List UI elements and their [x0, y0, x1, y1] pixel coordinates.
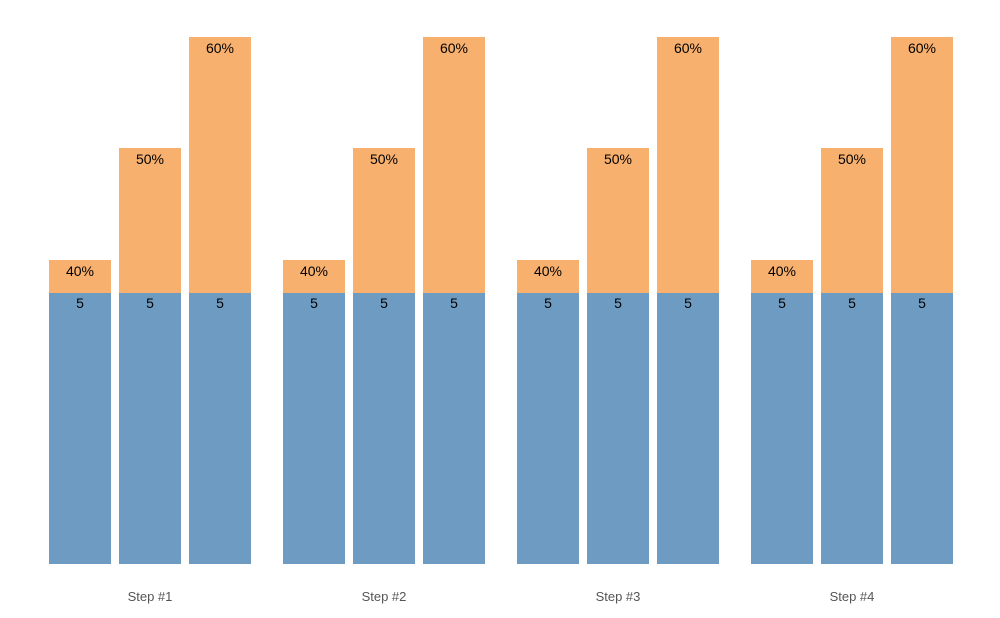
bar-segment-base: 5	[751, 293, 813, 564]
stacked-bar: 40% 5	[49, 260, 111, 564]
bar-segment-top: 60%	[657, 37, 719, 293]
step-label: Step #3	[595, 589, 641, 604]
stacked-bar: 50% 5	[587, 148, 649, 564]
base-segment-label: 5	[450, 295, 458, 311]
top-segment-label: 40%	[299, 263, 329, 279]
stacked-bar: 60% 5	[891, 37, 953, 564]
bar-segment-top: 60%	[189, 37, 251, 293]
base-segment-label: 5	[380, 295, 388, 311]
top-segment-label: 60%	[205, 40, 235, 56]
bar-segment-top: 50%	[821, 148, 883, 293]
step-label: Step #4	[829, 589, 875, 604]
bar-segment-base: 5	[283, 293, 345, 564]
bar-segment-base: 5	[189, 293, 251, 564]
step-label: Step #2	[361, 589, 407, 604]
bar-segment-top: 40%	[751, 260, 813, 293]
top-segment-label: 40%	[533, 263, 563, 279]
top-segment-label: 50%	[135, 151, 165, 167]
bar-segment-base: 5	[119, 293, 181, 564]
bar-segment-top: 60%	[423, 37, 485, 293]
stacked-bar: 60% 5	[657, 37, 719, 564]
bar-segment-base: 5	[821, 293, 883, 564]
bar-segment-base: 5	[49, 293, 111, 564]
bar-group: 40% 5 50% 5 60% 5	[283, 37, 485, 564]
stacked-bar: 50% 5	[119, 148, 181, 564]
base-segment-label: 5	[76, 295, 84, 311]
base-segment-label: 5	[778, 295, 786, 311]
bar-segment-top: 40%	[49, 260, 111, 293]
base-segment-label: 5	[918, 295, 926, 311]
bar-group: 40% 5 50% 5 60% 5	[751, 37, 953, 564]
base-segment-label: 5	[684, 295, 692, 311]
step-label: Step #1	[127, 589, 173, 604]
base-segment-label: 5	[848, 295, 856, 311]
bar-segment-top: 40%	[283, 260, 345, 293]
top-segment-label: 50%	[837, 151, 867, 167]
stacked-bar: 40% 5	[517, 260, 579, 564]
stacked-bar: 40% 5	[751, 260, 813, 564]
bar-segment-base: 5	[353, 293, 415, 564]
bar-segment-top: 50%	[353, 148, 415, 293]
top-segment-label: 50%	[369, 151, 399, 167]
category-axis-labels: Step #1 Step #2 Step #3 Step #4	[49, 589, 953, 604]
bar-segment-top: 50%	[587, 148, 649, 293]
top-segment-label: 40%	[767, 263, 797, 279]
stacked-bar: 60% 5	[423, 37, 485, 564]
top-segment-label: 60%	[907, 40, 937, 56]
bar-group: 40% 5 50% 5 60% 5	[517, 37, 719, 564]
bar-segment-base: 5	[891, 293, 953, 564]
stacked-bar: 50% 5	[353, 148, 415, 564]
bar-segment-top: 40%	[517, 260, 579, 293]
bar-segment-base: 5	[587, 293, 649, 564]
bar-segment-top: 60%	[891, 37, 953, 293]
base-segment-label: 5	[310, 295, 318, 311]
stacked-bar: 60% 5	[189, 37, 251, 564]
bar-segment-top: 50%	[119, 148, 181, 293]
stacked-bar: 40% 5	[283, 260, 345, 564]
bar-chart-plot-area: 40% 5 50% 5 60% 5 40% 5 50% 5 60% 5 40% 5 50% 5 60% 5 40% 5…	[49, 37, 953, 564]
top-segment-label: 50%	[603, 151, 633, 167]
bar-segment-base: 5	[423, 293, 485, 564]
base-segment-label: 5	[216, 295, 224, 311]
top-segment-label: 60%	[673, 40, 703, 56]
bar-group: 40% 5 50% 5 60% 5	[49, 37, 251, 564]
base-segment-label: 5	[544, 295, 552, 311]
stacked-bar: 50% 5	[821, 148, 883, 564]
base-segment-label: 5	[614, 295, 622, 311]
top-segment-label: 40%	[65, 263, 95, 279]
bar-segment-base: 5	[517, 293, 579, 564]
base-segment-label: 5	[146, 295, 154, 311]
bar-segment-base: 5	[657, 293, 719, 564]
top-segment-label: 60%	[439, 40, 469, 56]
